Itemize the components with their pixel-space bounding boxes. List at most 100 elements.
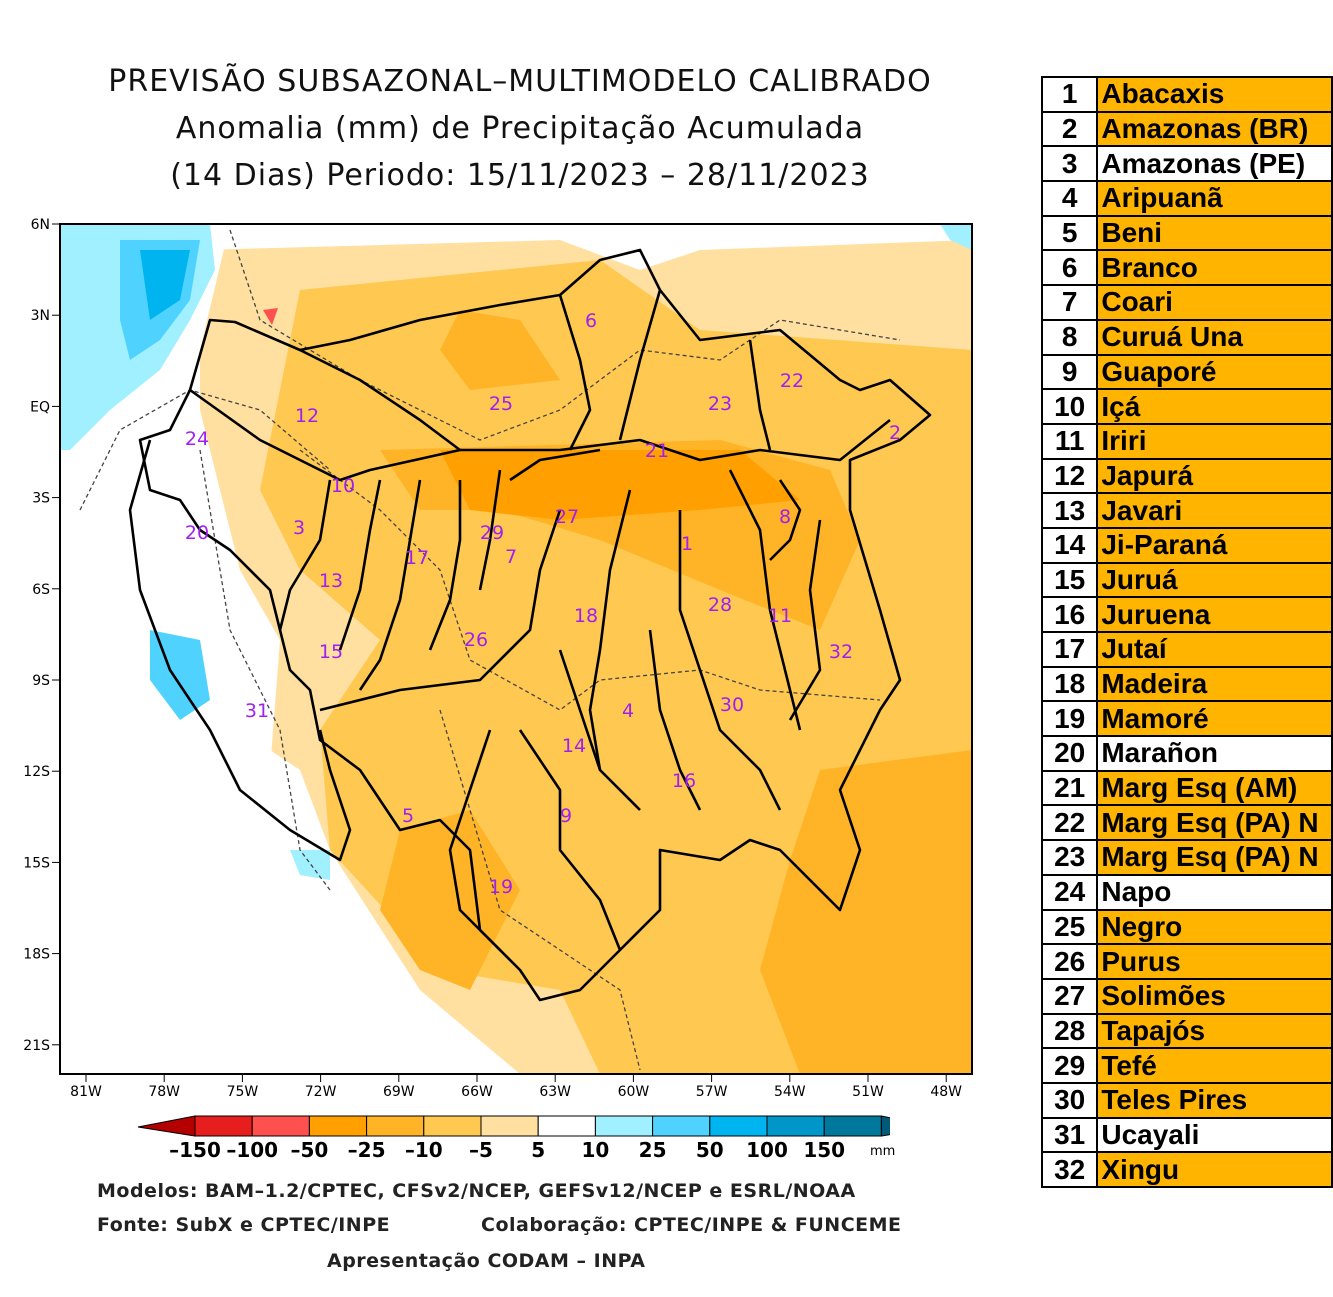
legend-number: 4 xyxy=(1040,180,1099,217)
legend-row: 17 Jutaí xyxy=(1040,631,1333,668)
lat-tick-label: 15S xyxy=(23,855,50,871)
legend-basin-name: Juruá xyxy=(1096,561,1333,599)
colorbar-tick-label: –150 xyxy=(169,1138,221,1162)
legend-row: 29 Tefé xyxy=(1040,1047,1333,1084)
colorbar xyxy=(137,1115,890,1137)
legend-basin-name: Beni xyxy=(1096,214,1333,252)
basin-label: 26 xyxy=(464,629,488,651)
lon-tick-label: 78W xyxy=(148,1084,180,1100)
legend-row: 20 Marañon xyxy=(1040,735,1333,772)
lat-tick-label: 18S xyxy=(23,947,50,963)
legend-number: 17 xyxy=(1040,631,1099,668)
basin-label: 13 xyxy=(319,570,343,592)
legend-number: 10 xyxy=(1040,388,1099,425)
legend-number: 7 xyxy=(1040,284,1099,321)
colorbar-tick-label: 10 xyxy=(581,1138,610,1162)
basin-label: 4 xyxy=(622,700,634,722)
colorbar-segment xyxy=(823,1115,882,1137)
legend-number: 3 xyxy=(1040,145,1099,183)
legend-basin-name: Ucayali xyxy=(1096,1116,1333,1154)
legend-number: 9 xyxy=(1040,353,1099,391)
lat-tick-label: 6S xyxy=(32,582,50,598)
lon-tick-label: 51W xyxy=(852,1084,884,1100)
basin-labels: 1234567891011121314151617181920212223242… xyxy=(185,310,901,898)
legend-row: 19 Mamoré xyxy=(1040,700,1333,738)
legend-row: 16 Juruena xyxy=(1040,596,1333,633)
lon-tick-label: 48W xyxy=(930,1084,962,1100)
legend-basin-name: Solimões xyxy=(1096,977,1333,1015)
colorbar-tick-label: 150 xyxy=(803,1138,846,1162)
legend-basin-name: Marañon xyxy=(1096,735,1333,772)
legend-basin-name: Coari xyxy=(1096,284,1333,321)
legend-row: 30 Teles Pires xyxy=(1040,1081,1333,1119)
basin-label: 10 xyxy=(331,475,355,497)
lat-tick-label: 21S xyxy=(23,1038,50,1054)
legend-row: 15 Juruá xyxy=(1040,561,1333,599)
basin-label: 2 xyxy=(889,422,901,444)
colorbar-tick-label: –25 xyxy=(347,1138,386,1162)
basin-label: 14 xyxy=(562,735,586,757)
lat-tick-label: EQ xyxy=(30,399,50,415)
colorbar-segment xyxy=(251,1115,310,1137)
legend-basin-name: Marg Esq (AM) xyxy=(1096,769,1333,807)
basin-label: 16 xyxy=(672,770,696,792)
basin-label: 28 xyxy=(708,594,732,616)
legend-basin-name: Napo xyxy=(1096,873,1333,911)
lat-tick-label: 6N xyxy=(31,217,50,233)
colorbar-unit: mm xyxy=(870,1144,896,1159)
legend-basin-name: Marg Esq (PA) N xyxy=(1096,839,1333,876)
legend-basin-name: Içá xyxy=(1096,388,1333,425)
legend-number: 22 xyxy=(1040,804,1099,842)
legend-row: 8 Curuá Una xyxy=(1040,318,1333,356)
legend-row: 24 Napo xyxy=(1040,873,1333,911)
legend-row: 26 Purus xyxy=(1040,943,1333,980)
legend-number: 31 xyxy=(1040,1116,1099,1154)
basin-label: 9 xyxy=(560,805,572,827)
legend-row: 14 Ji-Paraná xyxy=(1040,526,1333,564)
latitude-axis: 6N 3N EQ 3S 6S 9S 12S 15S 18S 21S xyxy=(23,217,60,1054)
legend-basin-name: Abacaxis xyxy=(1096,76,1333,113)
lat-tick-label: 12S xyxy=(23,764,50,780)
legend-row: 5 Beni xyxy=(1040,214,1333,252)
legend-basin-name: Iriri xyxy=(1096,422,1333,460)
basin-label: 25 xyxy=(489,393,513,415)
legend-number: 32 xyxy=(1040,1151,1099,1188)
legend-basin-name: Jutaí xyxy=(1096,631,1333,668)
colorbar-segment xyxy=(308,1115,368,1137)
legend-row: 31 Ucayali xyxy=(1040,1116,1333,1154)
legend-row: 2 Amazonas (BR) xyxy=(1040,110,1333,148)
basin-label: 3 xyxy=(293,517,305,539)
legend-basin-name: Aripuanã xyxy=(1096,180,1333,217)
basin-label: 11 xyxy=(768,605,792,627)
credit-source: Fonte: SubX e CPTEC/INPE xyxy=(97,1214,391,1236)
legend-row: 1 Abacaxis xyxy=(1040,76,1333,113)
legend-basin-name: Branco xyxy=(1096,249,1333,287)
colorbar-tick-label: –10 xyxy=(404,1138,443,1162)
legend-number: 11 xyxy=(1040,422,1099,460)
legend-basin-name: Juruena xyxy=(1096,596,1333,633)
legend-number: 5 xyxy=(1040,214,1099,252)
legend-number: 19 xyxy=(1040,700,1099,738)
legend-number: 25 xyxy=(1040,908,1099,946)
legend-row: 28 Tapajós xyxy=(1040,1012,1333,1050)
legend-number: 28 xyxy=(1040,1012,1099,1050)
longitude-axis: 81W 78W 75W 72W 69W 66W 63W 60W 57W 54W 51W 48W xyxy=(70,1074,962,1100)
colorbar-segment xyxy=(537,1115,596,1137)
legend-number: 20 xyxy=(1040,735,1099,772)
legend-number: 13 xyxy=(1040,492,1099,529)
basin-label: 15 xyxy=(319,641,343,663)
lat-tick-label: 9S xyxy=(32,673,50,689)
legend-row: 18 Madeira xyxy=(1040,665,1333,703)
legend-number: 18 xyxy=(1040,665,1099,703)
legend-row: 27 Solimões xyxy=(1040,977,1333,1015)
basin-label: 7 xyxy=(505,546,517,568)
legend-basin-name: Amazonas (PE) xyxy=(1096,145,1333,183)
basin-label: 1 xyxy=(681,533,693,555)
legend-number: 21 xyxy=(1040,769,1099,807)
legend-row: 6 Branco xyxy=(1040,249,1333,287)
basin-outlines xyxy=(128,248,932,1002)
colorbar-tick-label: –100 xyxy=(226,1138,279,1162)
legend-row: 10 Içá xyxy=(1040,388,1333,425)
colorbar-tick-label: 25 xyxy=(638,1138,667,1162)
legend-basin-name: Tapajós xyxy=(1096,1012,1333,1050)
